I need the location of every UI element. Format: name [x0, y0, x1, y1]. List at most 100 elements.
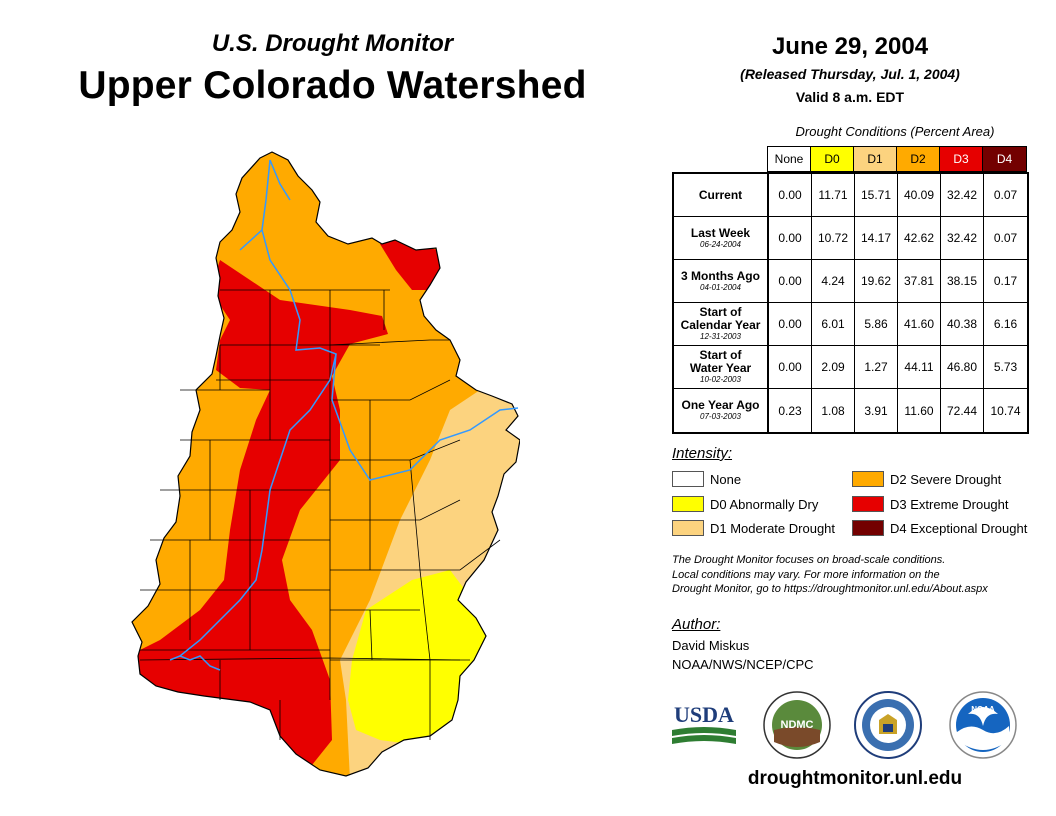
- ndmc-logo: NDMC: [762, 690, 832, 760]
- noaa-logo-text: NOAA: [971, 705, 995, 714]
- row-label-text: Current: [698, 187, 743, 202]
- value-d4: 10.74: [990, 403, 1021, 418]
- value-d1: 1.27: [855, 346, 898, 388]
- value-d1: 5.86: [855, 303, 898, 345]
- value-d0: 6.01: [812, 303, 855, 345]
- legend-swatch: [672, 496, 704, 512]
- category-d0: D0: [811, 147, 854, 171]
- value-d1: 15.71: [855, 174, 898, 216]
- drought-conditions-table: Current 0.00 11.71 15.71 40.09 32.42 0.07 Last …: [672, 172, 1029, 434]
- row-label: Start of Calendar Year 12-31-2003: [674, 303, 769, 345]
- category-d4: D4: [983, 147, 1026, 171]
- value-none: 0.00: [769, 303, 812, 345]
- value-d1: 3.91: [855, 389, 898, 432]
- table-row: Current 0.00 11.71 15.71 40.09 32.42 0.07: [674, 174, 1027, 217]
- value-d3: 72.44: [941, 389, 984, 432]
- row-label: 3 Months Ago 04-01-2004: [674, 260, 769, 302]
- row-label-text: Start of: [699, 305, 742, 319]
- value-d2: 42.62: [898, 217, 941, 259]
- river-network: [169, 159, 519, 671]
- legend-label: D4 Exceptional Drought: [890, 520, 1028, 536]
- table-row: 3 Months Ago 04-01-2004 0.00 4.24 19.62 37.81…: [674, 260, 1027, 303]
- table-row: Last Week 06-24-2004 0.00 10.72 14.17 42.62 32…: [674, 217, 1027, 260]
- ndmc-logo-text: NDMC: [781, 719, 814, 731]
- value-d4: 6.16: [993, 317, 1018, 331]
- author-name: David Miskus: [672, 638, 750, 653]
- value-d0: 4.24: [812, 260, 855, 302]
- category-d1: D1: [854, 147, 897, 171]
- value-d1: 14.17: [855, 217, 898, 259]
- row-label: Current: [674, 174, 769, 216]
- row-date: 07-03-2003: [700, 412, 741, 421]
- commerce-logo: [853, 690, 923, 760]
- value-d3: 40.38: [941, 303, 984, 345]
- value-d3: 32.42: [941, 174, 984, 216]
- usda-logo-text: USDA: [674, 702, 734, 727]
- map-subtitle: U.S. Drought Monitor: [211, 30, 454, 57]
- category-header-row: None D0 D1 D2 D3 D4: [767, 146, 1027, 172]
- map-title: Upper Colorado Watershed: [78, 64, 587, 107]
- row-label-text: Start of: [699, 348, 742, 362]
- value-none: 0.00: [769, 174, 812, 216]
- legend-label: D3 Extreme Drought: [890, 496, 1009, 512]
- legend-label: D1 Moderate Drought: [710, 520, 836, 536]
- noaa-logo: NOAA: [948, 690, 1018, 760]
- value-d3: 38.15: [941, 260, 984, 302]
- value-none: 0.00: [769, 217, 812, 259]
- legend-label: D0 Abnormally Dry: [710, 496, 819, 512]
- value-d0: 1.08: [812, 389, 855, 432]
- value-d2: 40.09: [898, 174, 941, 216]
- row-label: One Year Ago 07-03-2003: [674, 389, 769, 432]
- table-row: Start of Water Year 10-02-2003 0.00 2.09 1.27…: [674, 346, 1027, 389]
- author-org: NOAA/NWS/NCEP/CPC: [672, 657, 814, 672]
- value-d3: 32.42: [941, 217, 984, 259]
- legend-item: D2 Severe Drought: [852, 471, 1001, 487]
- row-date: 10-02-2003: [700, 375, 741, 384]
- basin-outline: [131, 151, 520, 777]
- row-date: 04-01-2004: [700, 282, 741, 292]
- info-note: The Drought Monitor focuses on broad-sca…: [672, 553, 1042, 597]
- legend-swatch: [672, 520, 704, 536]
- value-d4: 5.73: [993, 360, 1018, 374]
- county-borders: [139, 289, 501, 740]
- row-date: 06-24-2004: [700, 239, 741, 249]
- category-d2: D2: [897, 147, 940, 171]
- value-d4: 0.07: [993, 188, 1018, 202]
- category-d3: D3: [940, 147, 983, 171]
- value-none: 0.23: [769, 389, 812, 432]
- map-date: June 29, 2004: [771, 33, 929, 60]
- value-d1: 19.62: [855, 260, 898, 302]
- row-label: Last Week 06-24-2004: [674, 217, 769, 259]
- footer-url[interactable]: droughtmonitor.unl.edu: [747, 768, 963, 789]
- category-none: None: [768, 147, 811, 171]
- row-label-text: 3 Months Ago: [681, 268, 760, 283]
- valid-time: Valid 8 a.m. EDT: [795, 89, 905, 105]
- release-date: (Released Thursday, Jul. 1, 2004): [740, 66, 960, 82]
- value-d3: 46.80: [941, 346, 984, 388]
- legend-swatch: [672, 471, 704, 487]
- value-d0: 10.72: [812, 217, 855, 259]
- row-label-text: One Year Ago: [681, 398, 760, 412]
- value-d4: 0.17: [993, 274, 1018, 288]
- intensity-title: Intensity:: [672, 445, 733, 462]
- value-none: 0.00: [769, 346, 812, 388]
- value-d4: 0.07: [993, 231, 1018, 245]
- legend-item: D3 Extreme Drought: [852, 496, 1009, 512]
- value-d0: 11.71: [812, 174, 855, 216]
- legend-item: D0 Abnormally Dry: [672, 496, 818, 512]
- legend-swatch: [852, 471, 884, 487]
- row-date: 12-31-2003: [700, 332, 741, 341]
- legend-label: D2 Severe Drought: [890, 471, 1002, 487]
- legend-swatch: [852, 496, 884, 512]
- value-d2: 44.11: [898, 346, 941, 388]
- value-d2: 37.81: [898, 260, 941, 302]
- legend-item: D1 Moderate Drought: [672, 520, 835, 536]
- note-line-2: Local conditions may vary. For more info…: [672, 568, 940, 581]
- usda-logo: USDA: [670, 700, 738, 750]
- row-label-text: Calendar Year: [680, 318, 761, 332]
- row-label-text: Water Year: [689, 361, 752, 375]
- value-d0: 2.09: [812, 346, 855, 388]
- table-caption: Drought Conditions (Percent Area): [795, 124, 995, 139]
- table-row: Start of Calendar Year 12-31-2003 0.00 6.01 5…: [674, 303, 1027, 346]
- value-d2: 11.60: [898, 389, 941, 432]
